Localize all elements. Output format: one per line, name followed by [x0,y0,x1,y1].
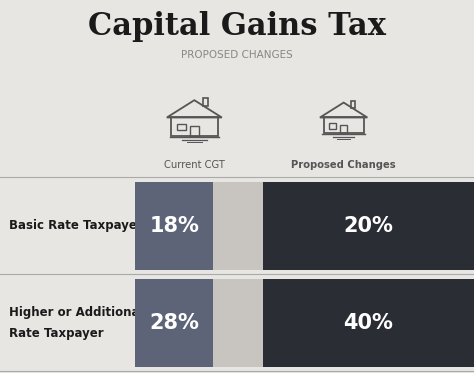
FancyBboxPatch shape [135,279,474,367]
Bar [202,98,208,106]
Text: 20%: 20% [344,216,393,236]
Text: 28%: 28% [149,313,199,333]
Text: 40%: 40% [344,313,393,333]
Text: Rate Taxpayer: Rate Taxpayer [9,327,104,339]
Text: 18%: 18% [149,216,199,236]
Bar [351,101,355,108]
Bar [190,126,199,136]
Text: Current CGT: Current CGT [164,160,225,170]
Bar [340,125,347,133]
FancyBboxPatch shape [135,182,474,270]
FancyBboxPatch shape [263,279,474,367]
Bar [323,117,364,133]
FancyBboxPatch shape [263,182,474,270]
Bar [171,117,218,136]
Text: Basic Rate Taxpayer: Basic Rate Taxpayer [9,219,143,232]
Text: Capital Gains Tax: Capital Gains Tax [88,11,386,42]
FancyBboxPatch shape [135,182,213,270]
Bar [329,123,336,129]
Text: PROPOSED CHANGES: PROPOSED CHANGES [181,50,293,60]
Bar [177,124,185,131]
FancyBboxPatch shape [135,279,213,367]
Text: Higher or Additional: Higher or Additional [9,306,144,319]
Text: Proposed Changes: Proposed Changes [292,160,396,170]
